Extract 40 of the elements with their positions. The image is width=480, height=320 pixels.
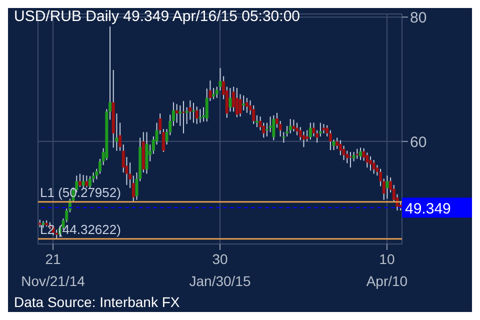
x-tick-label: 30 Jan/30/15 bbox=[189, 251, 251, 289]
candlestick bbox=[195, 106, 198, 125]
candlestick bbox=[78, 173, 82, 188]
candlestick bbox=[212, 87, 216, 100]
candlestick bbox=[188, 100, 192, 120]
candlestick bbox=[386, 175, 389, 200]
candlestick bbox=[358, 147, 362, 161]
ref-line-label: 49.349 bbox=[405, 200, 451, 218]
candlestick bbox=[308, 122, 312, 140]
candlestick bbox=[175, 104, 178, 124]
candlestick bbox=[369, 156, 372, 172]
candlestick bbox=[252, 104, 256, 125]
candlestick bbox=[245, 97, 248, 114]
candlestick bbox=[218, 68, 222, 91]
candlestick bbox=[302, 130, 306, 148]
y-tick-label: 60 bbox=[410, 134, 427, 151]
candlestick bbox=[198, 108, 202, 124]
candlestick bbox=[88, 176, 92, 189]
candlestick bbox=[272, 114, 276, 141]
candlestick bbox=[238, 94, 242, 118]
candlestick bbox=[288, 118, 292, 134]
source-note: Data Source: Interbank FX bbox=[14, 294, 180, 310]
x-tick-label: 21 Nov/21/14 bbox=[21, 251, 86, 289]
chart-title: USD/RUB Daily 49.349 Apr/16/15 05:30:00 bbox=[14, 8, 300, 25]
y-tick-label: 80 bbox=[410, 9, 427, 26]
candlestick bbox=[366, 152, 369, 168]
candlestick bbox=[235, 87, 238, 118]
candlestick bbox=[242, 94, 246, 111]
candlestick bbox=[328, 130, 332, 151]
x-tick-label: 10 Apr/10 bbox=[366, 251, 408, 289]
candlestick bbox=[348, 152, 352, 168]
candlestick bbox=[228, 87, 232, 112]
candlestick bbox=[372, 160, 376, 174]
candlestick bbox=[296, 122, 299, 136]
candlestick bbox=[182, 100, 185, 134]
candlestick bbox=[346, 150, 349, 164]
candlestick bbox=[85, 175, 88, 188]
candlestick bbox=[292, 119, 296, 132]
candlestick bbox=[338, 140, 342, 156]
candlestick bbox=[268, 116, 272, 133]
